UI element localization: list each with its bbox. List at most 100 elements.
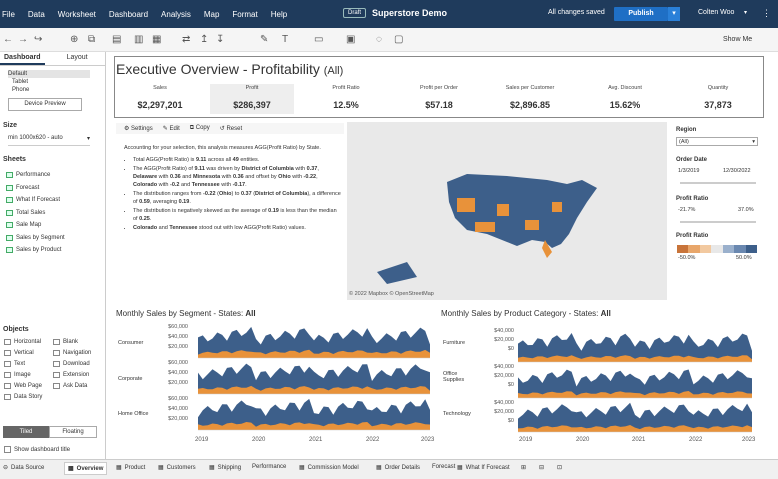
object-download[interactable]: Download [53, 361, 102, 367]
device-tablet[interactable]: Tablet [12, 79, 29, 85]
tab-customers[interactable]: ▦ Customers [158, 464, 196, 472]
menu-map[interactable]: Map [203, 9, 220, 19]
tab-shipping[interactable]: ▦ Shipping [209, 464, 242, 472]
view-icon[interactable]: ▣ [346, 34, 356, 45]
object-extension[interactable]: Extension [53, 372, 102, 378]
state-negative[interactable] [475, 222, 495, 232]
pr-min[interactable]: -21.7% [678, 207, 696, 213]
pr-max[interactable]: 37.0% [738, 207, 754, 213]
new-datasource-icon[interactable]: ⊕ [70, 34, 79, 45]
object-text[interactable]: Text [4, 361, 53, 367]
tooltip-icon[interactable]: ◌ [376, 34, 382, 45]
sheet-item[interactable]: Sales by Product [6, 244, 65, 257]
object-image[interactable]: Image [4, 372, 53, 378]
object-vertical[interactable]: Vertical [4, 350, 53, 356]
kpi-quantity[interactable]: Quantity 37,873 [704, 85, 732, 110]
publish-button[interactable]: Publish [614, 7, 668, 21]
menu-format[interactable]: Format [232, 9, 258, 19]
menu-help[interactable]: Help [270, 9, 288, 19]
tab-layout[interactable]: Layout [66, 54, 88, 61]
state-negative[interactable] [457, 198, 475, 212]
clear-icon[interactable]: ▦ [152, 34, 162, 45]
show-title-option[interactable]: Show dashboard title [4, 446, 70, 453]
highlight-icon[interactable]: ✎ [260, 34, 269, 45]
tab-performance[interactable]: Performance [252, 464, 287, 470]
new-dashboard-icon[interactable]: ⊟ [539, 465, 545, 471]
new-sheet-icon[interactable]: ▤ [112, 34, 122, 45]
object-data-story[interactable]: Data Story [4, 394, 53, 400]
sheet-item[interactable]: Total Sales [6, 207, 65, 220]
menu-worksheet[interactable]: Worksheet [57, 9, 96, 19]
size-select[interactable]: min 1000x620 - auto ▾ [8, 135, 90, 146]
date-to[interactable]: 12/30/2022 [723, 168, 751, 174]
pause-icon[interactable]: ⧉ [88, 34, 96, 45]
sheet-item[interactable]: Performance [6, 169, 65, 182]
state-florida[interactable] [542, 240, 552, 258]
redo-icon[interactable]: ↪ [34, 34, 43, 45]
fit-icon[interactable]: ▭ [314, 34, 324, 45]
us-map[interactable] [347, 122, 667, 300]
sheet-item[interactable]: What If Forecast [6, 194, 65, 207]
forward-icon[interactable]: → [18, 34, 28, 45]
reset-button[interactable]: ↺ Reset [219, 126, 243, 132]
sheet-item[interactable]: Forecast [6, 182, 65, 195]
tab-data-source[interactable]: ⊖ Data Source [3, 464, 45, 472]
region-select[interactable]: (All) ▾ [676, 137, 758, 146]
kpi-profit-ratio[interactable]: Profit Ratio 12.5% [332, 85, 360, 110]
device-preview-button[interactable]: Device Preview [8, 98, 82, 111]
state-negative[interactable] [525, 220, 539, 230]
new-sheet-icon[interactable]: ⊞ [521, 465, 527, 471]
date-slider[interactable] [680, 182, 756, 184]
tab-forecast[interactable]: Forecast [432, 464, 456, 470]
tiled-toggle[interactable]: Tiled [3, 426, 49, 438]
apps-grid-icon[interactable]: ⋮ [762, 8, 771, 18]
state-negative[interactable] [552, 202, 562, 212]
tab-overview[interactable]: ▦ Overview [64, 462, 108, 475]
device-default[interactable]: Default [8, 70, 90, 78]
object-blank[interactable]: Blank [53, 339, 102, 345]
date-from[interactable]: 1/3/2019 [678, 168, 700, 174]
device-phone[interactable]: Phone [12, 87, 30, 93]
sheet-item[interactable]: Sale Map [6, 219, 65, 232]
copy-button[interactable]: ⧉ Copy [189, 125, 210, 131]
tab-dashboard[interactable]: Dashboard [0, 52, 45, 65]
profit-ratio-slider[interactable] [680, 221, 756, 223]
chevron-down-icon[interactable]: ▾ [744, 10, 748, 16]
menu-analysis[interactable]: Analysis [161, 9, 191, 19]
back-icon[interactable]: ← [3, 34, 13, 45]
object-ask-data[interactable]: Ask Data [53, 383, 102, 389]
state-alaska[interactable] [377, 262, 417, 284]
edit-button[interactable]: ✎ Edit [162, 126, 180, 132]
kpi-sales[interactable]: Sales $2,297,201 [137, 85, 183, 110]
new-story-icon[interactable]: ⊡ [557, 465, 563, 471]
sort-asc-icon[interactable]: ↥ [200, 34, 209, 45]
sort-desc-icon[interactable]: ↧ [216, 34, 225, 45]
user-name[interactable]: Colten Woo [698, 9, 735, 16]
menu-dashboard[interactable]: Dashboard [108, 9, 149, 19]
tab-order-details[interactable]: ▦ Order Details [376, 464, 421, 472]
tab-commission-model[interactable]: ▦ Commission Model [299, 464, 359, 472]
menu-file[interactable]: File [2, 9, 15, 19]
object-navigation[interactable]: Navigation [53, 350, 102, 356]
show-me-button[interactable]: Show Me [723, 36, 753, 43]
presentation-icon[interactable]: ▢ [394, 34, 404, 45]
sheet-item[interactable]: Sales by Segment [6, 232, 65, 245]
duplicate-icon[interactable]: ▥ [134, 34, 144, 45]
labels-icon[interactable]: T [282, 34, 289, 45]
tab-product[interactable]: ▦ Product [116, 464, 146, 472]
swap-icon[interactable]: ⇄ [182, 34, 191, 45]
kpi-profit-per-order[interactable]: Profit per Order $57.18 [420, 85, 458, 110]
kpi-profit[interactable]: Profit $286,397 [210, 84, 294, 114]
kpi-sales-per-customer[interactable]: Sales per Customer $2,896.85 [505, 85, 555, 110]
publish-dropdown-icon[interactable]: ▾ [668, 7, 680, 21]
object-web-page[interactable]: Web Page [4, 383, 53, 389]
profit-map[interactable] [347, 122, 667, 300]
object-horizontal[interactable]: Horizontal [4, 339, 53, 345]
checkbox[interactable] [4, 446, 11, 453]
state-negative[interactable] [497, 204, 509, 216]
floating-toggle[interactable]: Floating [49, 426, 97, 438]
kpi-avg-discount[interactable]: Avg. Discount 15.62% [608, 85, 642, 110]
workbook-title[interactable]: Superstore Demo [372, 8, 448, 18]
tab-what-if-forecast[interactable]: ▦ What If Forecast [457, 464, 510, 472]
menu-data[interactable]: Data [27, 9, 45, 19]
